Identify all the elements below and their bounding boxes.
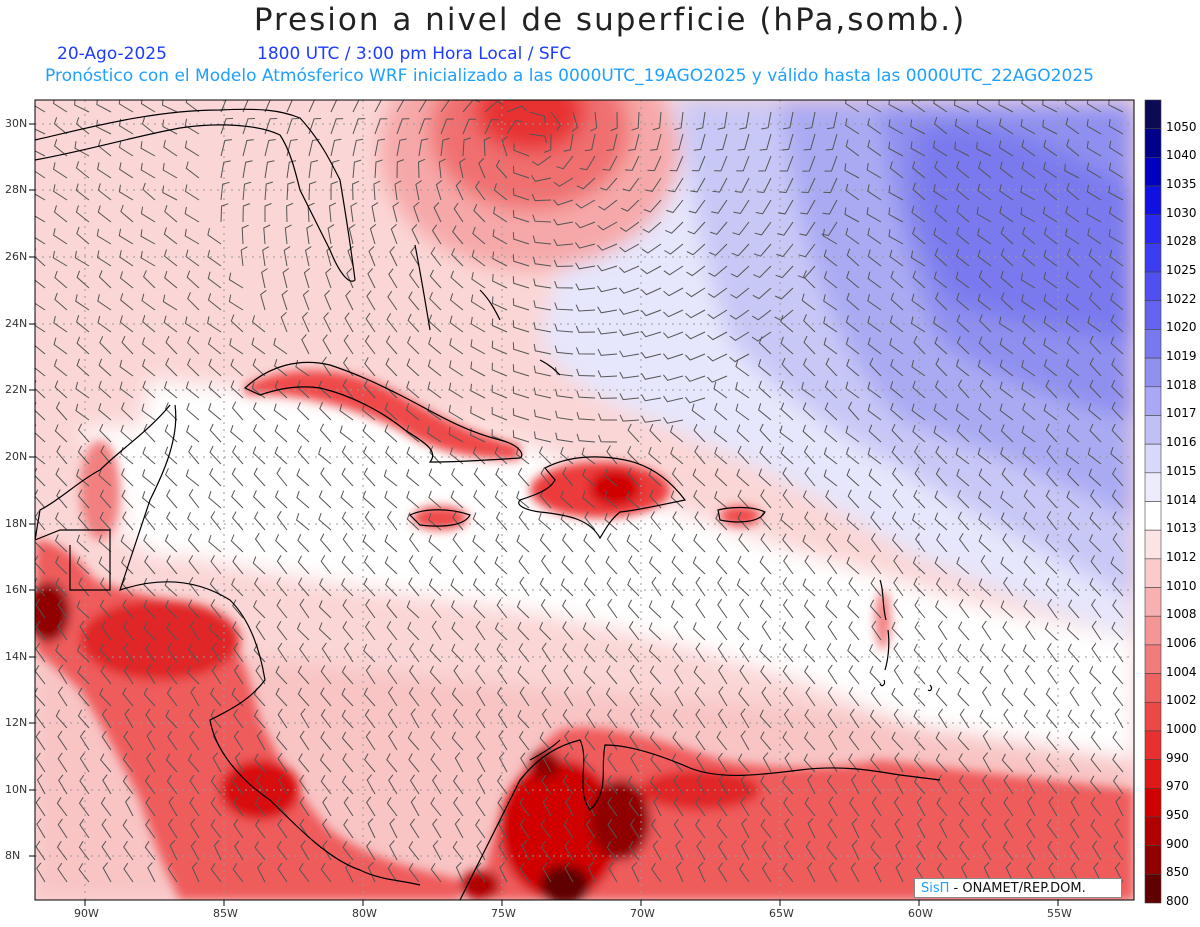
lat-label: 22N (5, 383, 28, 396)
credit-box: SisΠ - ONAMET/REP.DOM. (914, 878, 1122, 898)
colorbar-label: 1018 (1166, 377, 1197, 392)
colorbar-label: 1010 (1166, 578, 1197, 593)
lat-label: 26N (5, 250, 28, 263)
lat-label: 18N (5, 517, 28, 530)
colorbar-swatch (1144, 644, 1162, 674)
lat-label: 24N (5, 317, 28, 330)
colorbar-swatch (1144, 357, 1162, 388)
colorbar-swatch (1144, 874, 1162, 904)
colorbar-label: 1040 (1166, 148, 1197, 163)
colorbar-swatch (1144, 128, 1162, 158)
lat-label: 12N (5, 716, 28, 729)
colorbar-label: 1050 (1166, 119, 1197, 134)
colorbar-swatch (1144, 501, 1162, 531)
lat-label: 8N (5, 849, 21, 862)
colorbar-swatch (1144, 816, 1162, 846)
map-title: Presion a nivel de superficie (hPa,somb.… (253, 2, 967, 38)
colorbar-swatch (1144, 701, 1162, 732)
colorbar-label: 1004 (1166, 664, 1197, 679)
colorbar-label: 970 (1166, 779, 1189, 794)
colorbar-swatch (1144, 415, 1162, 445)
land-pressure-field (35, 370, 1134, 900)
colorbar-label: 1028 (1166, 234, 1197, 249)
colorbar-swatch (1144, 99, 1162, 129)
colorbar-label: 1030 (1166, 205, 1197, 220)
colorbar-swatch (1144, 529, 1162, 560)
colorbar-swatch (1144, 615, 1162, 646)
coastlines (35, 108, 941, 900)
map-frame (34, 99, 1135, 901)
colorbar-label: 1013 (1166, 521, 1197, 536)
colorbar-swatch (1144, 673, 1162, 703)
colorbar-swatch (1144, 787, 1162, 818)
colorbar-swatch (1144, 271, 1162, 302)
lon-label: 80W (352, 907, 377, 920)
colorbar-label: 1020 (1166, 320, 1197, 335)
lat-label: 28N (5, 183, 28, 196)
colorbar-label: 1014 (1166, 492, 1197, 507)
model-info: Pronóstico con el Modelo Atmósferico WRF… (45, 66, 1094, 86)
lon-label: 70W (630, 907, 655, 920)
colorbar-swatch (1144, 243, 1162, 273)
colorbar-label: 1012 (1166, 549, 1197, 564)
colorbar-label: 1000 (1166, 721, 1197, 736)
colorbar-swatch (1144, 730, 1162, 760)
lon-label: 85W (213, 907, 238, 920)
lat-label: 14N (5, 650, 28, 663)
colorbar-swatch (1144, 386, 1162, 416)
colorbar-label: 1008 (1166, 607, 1197, 622)
colorbar-label: 900 (1166, 836, 1189, 851)
colorbar-label: 950 (1166, 807, 1189, 822)
colorbar-label: 1019 (1166, 349, 1197, 364)
colorbar-label: 1025 (1166, 263, 1197, 278)
colorbar (1144, 99, 1162, 904)
lon-label: 55W (1047, 907, 1072, 920)
colorbar-label: 1016 (1166, 435, 1197, 450)
forecast-time: 1800 UTC / 3:00 pm Hora Local / SFC (257, 44, 572, 64)
colorbar-label: 1002 (1166, 693, 1197, 708)
colorbar-label: 800 (1166, 894, 1189, 908)
colorbar-swatch (1144, 759, 1162, 789)
colorbar-swatch (1144, 185, 1162, 216)
colorbar-label: 990 (1166, 750, 1189, 765)
colorbar-label: 1015 (1166, 463, 1197, 478)
colorbar-label: 1022 (1166, 291, 1197, 306)
lat-label: 30N (5, 117, 28, 130)
colorbar-swatch (1144, 214, 1162, 244)
lon-label: 60W (908, 907, 933, 920)
sispi-logo: SisΠ (921, 881, 950, 896)
colorbar-label: 850 (1166, 865, 1189, 880)
colorbar-label: 1017 (1166, 406, 1197, 421)
credit-org: - ONAMET/REP.DOM. (949, 881, 1086, 896)
axis-ticks (29, 123, 1059, 906)
lon-label: 75W (491, 907, 516, 920)
colorbar-swatch (1144, 587, 1162, 617)
lat-label: 16N (5, 583, 28, 596)
colorbar-swatch (1144, 845, 1162, 875)
colorbar-swatch (1144, 157, 1162, 187)
colorbar-swatch (1144, 300, 1162, 330)
colorbar-swatch (1144, 443, 1162, 474)
colorbar-swatch (1144, 558, 1162, 588)
lon-label: 65W (769, 907, 794, 920)
lat-label: 20N (5, 450, 28, 463)
colorbar-swatch (1144, 472, 1162, 502)
forecast-date: 20-Ago-2025 (57, 44, 167, 64)
colorbar-swatch (1144, 329, 1162, 359)
lat-label: 10N (5, 783, 28, 796)
colorbar-label: 1006 (1166, 635, 1197, 650)
lon-label: 90W (74, 907, 99, 920)
wind-barbs (35, 100, 1124, 883)
colorbar-label: 1035 (1166, 177, 1197, 192)
